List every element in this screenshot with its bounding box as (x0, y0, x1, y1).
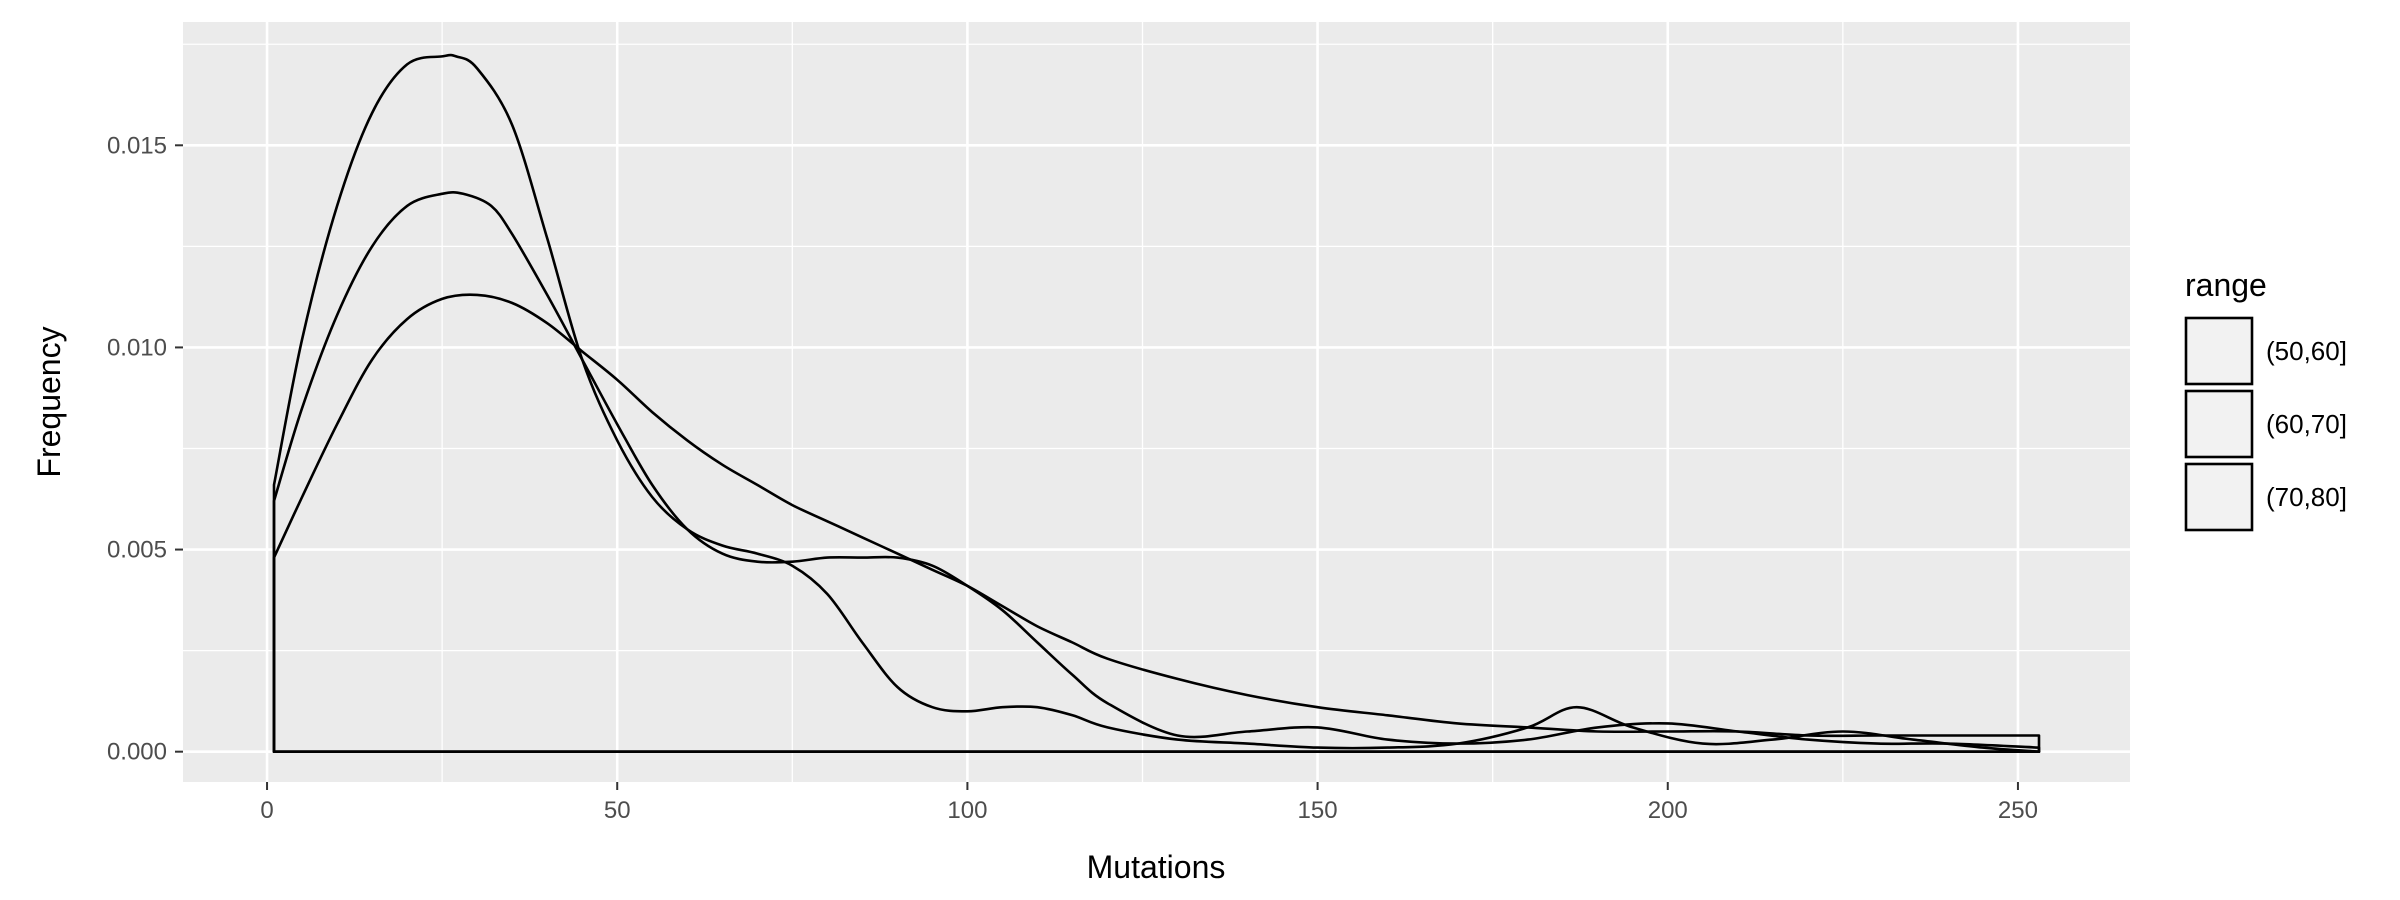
legend-key-3 (2184, 462, 2254, 532)
legend-label-2: (60,70] (2266, 409, 2347, 439)
y-tick-label: 0.010 (107, 334, 167, 361)
legend-key-1 (2184, 316, 2254, 386)
density-series-1 (272, 53, 2041, 753)
x-tick-label: 50 (604, 797, 631, 824)
y-tick-label: 0.005 (107, 537, 167, 564)
y-axis: 0.000 0.005 0.010 0.015 (107, 132, 183, 766)
plot-panel (183, 22, 2130, 782)
legend-key-2 (2184, 389, 2254, 459)
x-axis: 0 50 100 150 200 250 (260, 782, 2038, 824)
x-tick-label: 250 (1998, 797, 2038, 824)
x-tick-label: 100 (947, 797, 987, 824)
y-tick-label: 0.000 (107, 739, 167, 766)
x-tick-label: 0 (260, 797, 273, 824)
density-series-3 (272, 293, 2041, 753)
y-axis-title: Frequency (31, 326, 67, 477)
x-tick-label: 150 (1298, 797, 1338, 824)
legend-label-3: (70,80] (2266, 482, 2347, 512)
grid-minor (183, 22, 2130, 782)
legend-label-1: (50,60] (2266, 336, 2347, 366)
x-axis-title: Mutations (1087, 849, 1226, 885)
grid-major (183, 22, 2130, 782)
x-tick-label: 200 (1648, 797, 1688, 824)
legend: range (50,60] (60,70] (70,80] (2184, 267, 2347, 532)
legend-items: (50,60] (60,70] (70,80] (2184, 316, 2347, 532)
y-tick-label: 0.015 (107, 132, 167, 159)
series-layer (272, 53, 2041, 753)
legend-title: range (2185, 267, 2267, 303)
